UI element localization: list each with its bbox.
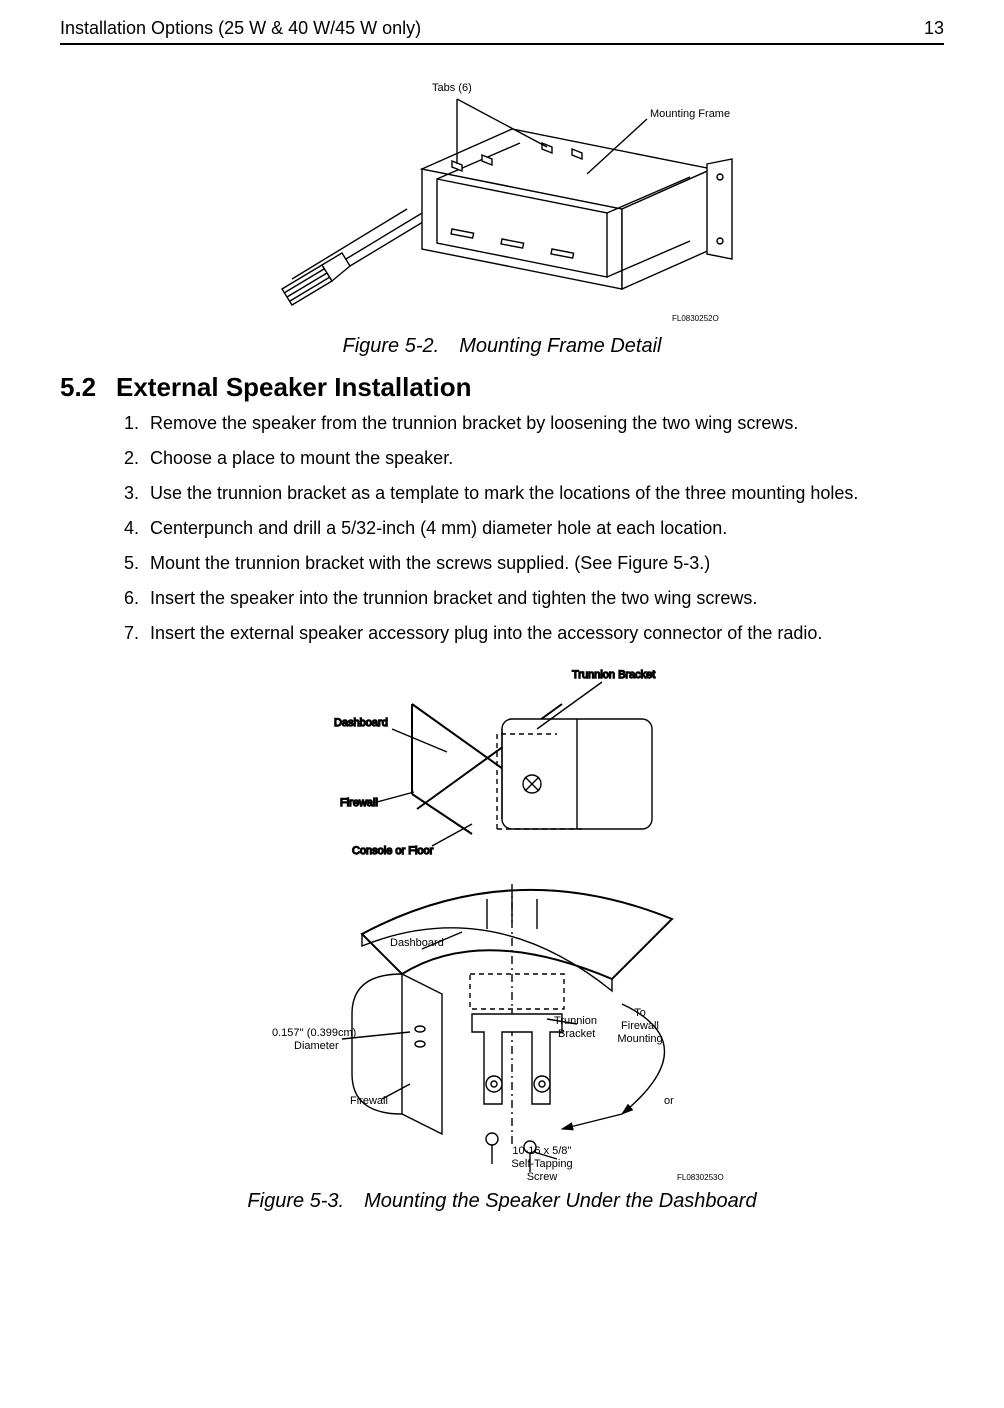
label-or: or: [664, 1095, 674, 1107]
label-tabs: Tabs (6): [432, 82, 472, 94]
label-trunnion-bracket-top: Trunnion Bracket: [572, 669, 655, 681]
header-rule: [60, 43, 944, 45]
figure-5-3-caption: Figure 5-3. Mounting the Speaker Under t…: [60, 1190, 944, 1213]
step: Mount the trunnion bracket with the scre…: [144, 553, 944, 574]
label-screw-2: Self-Tapping: [511, 1158, 572, 1170]
figure-5-2: Tabs (6) Mounting Frame FL0830252O Figur…: [60, 69, 944, 358]
label-screw-3: Screw: [527, 1171, 558, 1183]
label-diameter-2: Diameter: [294, 1040, 339, 1052]
label-console: Console or Floor: [352, 845, 434, 857]
figure-ref-2: FL0830253O: [677, 1173, 724, 1182]
label-trunnion-2: Bracket: [558, 1028, 595, 1040]
step: Choose a place to mount the speaker.: [144, 448, 944, 469]
header-left: Installation Options (25 W & 40 W/45 W o…: [60, 18, 421, 39]
label-dashboard-bot: Dashboard: [390, 937, 444, 949]
page-number: 13: [924, 18, 944, 39]
step: Use the trunnion bracket as a template t…: [144, 483, 944, 504]
step: Centerpunch and drill a 5/32-inch (4 mm)…: [144, 518, 944, 539]
step: Remove the speaker from the trunnion bra…: [144, 413, 944, 434]
section-number: 5.2: [60, 372, 116, 403]
label-mounting-frame: Mounting Frame: [650, 108, 730, 120]
label-to-3: Mounting: [617, 1033, 662, 1045]
label-diameter-1: 0.157'' (0.399cm): [272, 1027, 356, 1039]
label-dashboard-top: Dashboard: [334, 717, 388, 729]
speaker-mounting-diagram: Trunnion Bracket Dashboard Firewall Cons…: [232, 664, 772, 1184]
section-heading: 5.2External Speaker Installation: [60, 372, 944, 403]
figure-5-2-caption: Figure 5-2. Mounting Frame Detail: [60, 335, 944, 358]
procedure-list: Remove the speaker from the trunnion bra…: [116, 413, 944, 644]
figure-ref-1: FL0830252O: [672, 314, 719, 323]
figure-5-3: Trunnion Bracket Dashboard Firewall Cons…: [60, 664, 944, 1213]
label-screw-1: 10-16 x 5/8'': [512, 1145, 571, 1157]
section-title: External Speaker Installation: [116, 372, 471, 402]
label-firewall-top: Firewall: [340, 797, 378, 809]
label-to-1: To: [634, 1007, 646, 1019]
label-trunnion-1: Trunnion: [554, 1015, 597, 1027]
label-to-2: Firewall: [621, 1020, 659, 1032]
label-firewall-bot: Firewall: [350, 1095, 388, 1107]
step: Insert the speaker into the trunnion bra…: [144, 588, 944, 609]
mounting-frame-diagram: Tabs (6) Mounting Frame FL0830252O: [252, 69, 752, 329]
step: Insert the external speaker accessory pl…: [144, 623, 944, 644]
